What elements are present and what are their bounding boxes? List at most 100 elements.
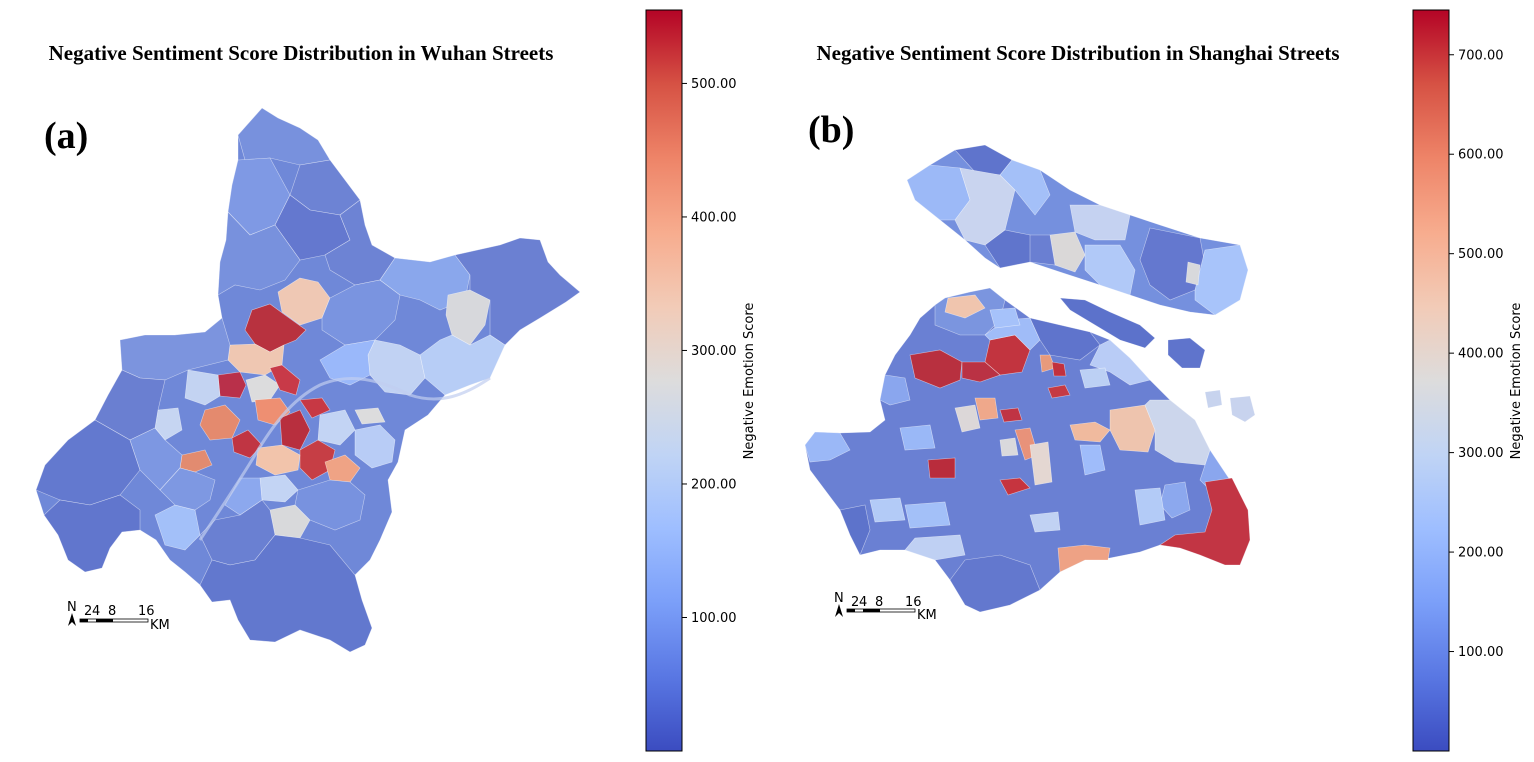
shanghai-region bbox=[944, 294, 986, 319]
shanghai-region bbox=[1144, 399, 1211, 466]
scale-tick-label: 8 bbox=[875, 595, 883, 610]
wuhan-region bbox=[237, 107, 331, 166]
shanghai-region bbox=[1089, 339, 1151, 386]
colorbar-ticks: 100.00 200.00 300.00 400.00 500.00 600.00 700.… bbox=[1449, 48, 1504, 660]
shanghai-region bbox=[1134, 487, 1166, 526]
wuhan-region bbox=[129, 427, 183, 491]
scale-bar-segment bbox=[847, 609, 855, 612]
shanghai-region bbox=[904, 501, 951, 529]
shanghai-region bbox=[1069, 204, 1131, 241]
shanghai-region bbox=[909, 349, 963, 389]
shanghai-region bbox=[1194, 244, 1249, 316]
wuhan-region bbox=[245, 374, 281, 403]
wuhan-region bbox=[317, 409, 356, 446]
panel-a: Negative Sentiment Score Distribution in… bbox=[35, 9, 757, 752]
shanghai-region bbox=[1057, 544, 1111, 573]
shanghai-region bbox=[949, 554, 1041, 613]
panel-b: Negative Sentiment Score Distribution in… bbox=[804, 9, 1524, 752]
shanghai-region bbox=[1029, 317, 1101, 361]
shanghai-region bbox=[906, 164, 971, 221]
wuhan-region bbox=[294, 479, 366, 531]
wuhan-region bbox=[255, 444, 301, 476]
scale-tick-label: 16 bbox=[138, 604, 155, 619]
colorbar-ticks: 100.00 200.00 300.00 400.00 500.00 bbox=[682, 77, 737, 626]
wuhan-region bbox=[299, 397, 331, 419]
colorbar-tick-label: 300.00 bbox=[691, 344, 737, 359]
shanghai-region bbox=[1029, 511, 1061, 533]
north-label: N bbox=[834, 591, 844, 606]
shanghai-region bbox=[1069, 421, 1111, 443]
colorbar-tick-label: 100.00 bbox=[691, 611, 737, 626]
yangtze-river bbox=[198, 376, 491, 541]
wuhan-region bbox=[354, 407, 386, 425]
wuhan-region bbox=[217, 371, 247, 399]
wuhan-region bbox=[321, 279, 401, 346]
shanghai-region bbox=[999, 407, 1023, 423]
scale-tick-label: 4 bbox=[859, 595, 867, 610]
north-arrow-icon bbox=[835, 604, 843, 617]
shanghai-region bbox=[999, 437, 1019, 457]
wuhan-region bbox=[269, 364, 301, 396]
shanghai-region bbox=[1047, 384, 1071, 399]
colorbar-tick-label: 700.00 bbox=[1458, 48, 1504, 63]
colorbar-tick-label: 500.00 bbox=[1458, 247, 1504, 262]
shanghai-region bbox=[927, 457, 956, 479]
scale-bar-frame bbox=[79, 618, 149, 623]
scale-tick-label: 4 bbox=[92, 604, 100, 619]
wuhan-region bbox=[277, 277, 331, 326]
shanghai-region bbox=[999, 477, 1031, 496]
shanghai-region bbox=[1029, 441, 1053, 486]
scale-tick-label: 8 bbox=[108, 604, 116, 619]
wuhan-map bbox=[35, 107, 581, 653]
panel-a-label: (a) bbox=[44, 115, 88, 157]
scale-bar-segment bbox=[96, 619, 113, 622]
colorbar-tick-label: 400.00 bbox=[1458, 347, 1504, 362]
shanghai-region bbox=[954, 404, 981, 433]
wuhan-region bbox=[217, 211, 301, 296]
shanghai-region bbox=[1079, 367, 1111, 389]
changxing-island bbox=[1059, 297, 1156, 349]
wuhan-region bbox=[324, 454, 361, 483]
panel-b-scalebar: N 2 4 8 16 KM bbox=[834, 591, 937, 623]
scale-tick-label: 2 bbox=[851, 595, 859, 610]
colorbar-tick-label: 200.00 bbox=[691, 477, 737, 492]
colorbar-tick-label: 500.00 bbox=[691, 77, 737, 92]
shanghai-region bbox=[1051, 361, 1067, 377]
shanghai-region bbox=[804, 431, 851, 463]
scale-unit: KM bbox=[917, 608, 937, 623]
north-arrow-icon bbox=[68, 613, 76, 626]
shanghai-region bbox=[904, 534, 966, 561]
wuhan-region bbox=[354, 424, 396, 469]
wuhan-region bbox=[43, 494, 141, 573]
colorbar-label: Negative Emotion Score bbox=[1509, 303, 1524, 460]
shanghai-region bbox=[1079, 444, 1106, 476]
colorbar-tick-label: 600.00 bbox=[1458, 148, 1504, 163]
wuhan-region bbox=[454, 237, 581, 346]
colorbar-tick-label: 200.00 bbox=[1458, 546, 1504, 561]
scale-bar-segment bbox=[80, 619, 88, 622]
shanghai-region bbox=[989, 307, 1021, 329]
panel-b-colorbar: 100.00 200.00 300.00 400.00 500.00 600.00 700.… bbox=[1412, 9, 1524, 752]
colorbar-tick-label: 300.00 bbox=[1458, 446, 1504, 461]
panel-a-colorbar: 100.00 200.00 300.00 400.00 500.00 Negative … bbox=[645, 9, 757, 752]
shanghai-region bbox=[839, 504, 871, 556]
shanghai-region bbox=[899, 424, 936, 451]
colorbar-label: Negative Emotion Score bbox=[742, 303, 757, 460]
colorbar-tick-label: 100.00 bbox=[1458, 645, 1504, 660]
panel-b-title: Negative Sentiment Score Distribution in… bbox=[816, 41, 1339, 65]
shanghai-region bbox=[869, 497, 906, 523]
shanghai-region bbox=[1084, 244, 1136, 296]
colorbar-gradient bbox=[645, 9, 683, 752]
scale-unit: KM bbox=[150, 618, 170, 633]
wuhan-region bbox=[244, 303, 307, 353]
north-label: N bbox=[67, 600, 77, 615]
wuhan-region bbox=[419, 334, 506, 396]
scale-tick-label: 2 bbox=[84, 604, 92, 619]
colorbar-tick-label: 400.00 bbox=[691, 210, 737, 225]
shoal-island bbox=[1229, 395, 1256, 423]
panel-b-label: (b) bbox=[808, 109, 854, 151]
shanghai-region bbox=[1029, 234, 1056, 266]
wuhan-region bbox=[159, 467, 216, 511]
wuhan-region bbox=[279, 409, 311, 451]
